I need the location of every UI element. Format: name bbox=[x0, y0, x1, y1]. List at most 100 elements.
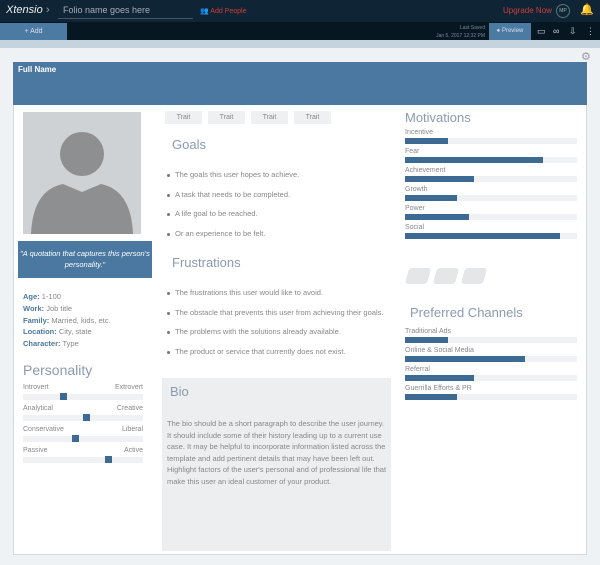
personality-slider[interactable]: Introvert Extrovert bbox=[23, 384, 143, 400]
info-value[interactable]: City, state bbox=[58, 327, 92, 337]
slider-track[interactable] bbox=[23, 435, 143, 442]
toolbar bbox=[0, 22, 600, 40]
bar-label: Guerrilla Efforts & PR bbox=[405, 385, 472, 392]
settings-icon[interactable]: ⚙ bbox=[581, 51, 591, 63]
slider-handle[interactable] bbox=[71, 435, 79, 442]
bell-icon[interactable]: 🔔 bbox=[580, 4, 594, 16]
more-icon[interactable]: ⋮ bbox=[586, 26, 595, 36]
list-item[interactable]: Or an experience to be felt. bbox=[165, 229, 390, 239]
info-value[interactable]: Married, kids, etc. bbox=[51, 315, 111, 325]
link-icon[interactable]: ∞ bbox=[553, 26, 560, 36]
info-value[interactable]: 1-100 bbox=[41, 292, 61, 301]
bar-fill bbox=[405, 176, 474, 182]
chevron-right-icon: › bbox=[46, 4, 50, 16]
slider-handle[interactable] bbox=[60, 393, 68, 400]
bar-track[interactable] bbox=[405, 375, 577, 381]
bar-label: Online & Social Media bbox=[405, 347, 474, 354]
list-item[interactable]: The frustrations this user would like to… bbox=[165, 288, 390, 298]
list-item[interactable]: The problems with the solutions already … bbox=[165, 327, 390, 337]
bar-fill bbox=[405, 214, 469, 220]
slider-left-label: Analytical bbox=[23, 405, 53, 412]
personality-slider[interactable]: Conservative Liberal bbox=[23, 426, 143, 442]
bar-label: Achievement bbox=[405, 167, 446, 174]
personality-slider[interactable]: Passive Active bbox=[23, 447, 143, 463]
avatar[interactable]: MP bbox=[556, 4, 570, 18]
toolbar-strip bbox=[0, 40, 600, 48]
demographics: Age: 1-100 Work: Job title Family: Married… bbox=[23, 291, 111, 350]
bar-fill bbox=[405, 233, 560, 239]
bar-fill bbox=[405, 195, 457, 201]
bar-fill bbox=[405, 157, 543, 163]
bar-track[interactable] bbox=[405, 138, 577, 144]
slider-labels: Conservative Liberal bbox=[23, 426, 143, 433]
info-row: Work: Job title bbox=[23, 303, 111, 315]
info-value[interactable]: Job title bbox=[46, 303, 73, 313]
bar-item: Growth bbox=[405, 185, 577, 201]
trait-tag[interactable]: Trait bbox=[208, 111, 245, 124]
info-key: Character: bbox=[23, 339, 61, 349]
add-button[interactable]: + Add bbox=[0, 23, 67, 40]
bar-item: Incentive bbox=[405, 128, 577, 144]
slider-left-label: Conservative bbox=[23, 426, 64, 433]
bar-fill bbox=[405, 337, 448, 343]
bar-track[interactable] bbox=[405, 176, 577, 182]
bar-track[interactable] bbox=[405, 157, 577, 163]
bar-track[interactable] bbox=[405, 214, 577, 220]
list-item[interactable]: A task that needs to be completed. bbox=[165, 190, 390, 200]
bar-label: Power bbox=[405, 205, 425, 212]
slider-track[interactable] bbox=[23, 414, 143, 421]
add-people-button[interactable]: 👥 Add People bbox=[200, 7, 246, 15]
upgrade-button[interactable]: Upgrade Now bbox=[503, 6, 552, 15]
folio-name-input[interactable]: Folio name goes here bbox=[58, 5, 193, 19]
header-band bbox=[13, 62, 587, 105]
bar-label: Traditional Ads bbox=[405, 328, 452, 335]
slider-track[interactable] bbox=[23, 393, 143, 400]
slider-handle[interactable] bbox=[105, 456, 113, 463]
comment-icon[interactable]: ▭ bbox=[537, 26, 546, 36]
info-value[interactable]: Type bbox=[62, 339, 79, 349]
bar-track[interactable] bbox=[405, 195, 577, 201]
hand-icon bbox=[404, 268, 432, 284]
slider-track[interactable] bbox=[23, 456, 143, 463]
bar-label: Incentive bbox=[405, 129, 434, 136]
logo[interactable]: Xtensio bbox=[6, 4, 43, 16]
trait-tag[interactable]: Trait bbox=[165, 111, 202, 124]
person-silhouette-icon bbox=[31, 132, 133, 234]
slider-right-label: Extrovert bbox=[114, 384, 143, 391]
motivations-title: Motivations bbox=[405, 110, 471, 125]
bio-text[interactable]: The bio should be a short paragraph to d… bbox=[167, 419, 387, 486]
profile-photo[interactable] bbox=[23, 112, 141, 234]
goals-title: Goals bbox=[172, 137, 206, 152]
slider-left-label: Introvert bbox=[23, 384, 49, 391]
export-icon[interactable]: ⇩ bbox=[569, 26, 577, 36]
trait-tag[interactable]: Trait bbox=[294, 111, 331, 124]
bar-track[interactable] bbox=[405, 356, 577, 362]
full-name[interactable]: Full Name bbox=[18, 65, 57, 74]
add-people-icon: 👥 bbox=[200, 8, 211, 15]
personality-title: Personality bbox=[23, 362, 93, 378]
bar-item: Fear bbox=[405, 147, 577, 163]
list-item[interactable]: The obstacle that prevents this user fro… bbox=[165, 308, 390, 318]
list-item[interactable]: The goals this user hopes to achieve. bbox=[165, 170, 390, 180]
quote[interactable]: "A quotation that captures this person's… bbox=[18, 241, 152, 278]
preview-button[interactable]: ● Preview bbox=[489, 23, 531, 40]
list-item[interactable]: The product or service that currently do… bbox=[165, 347, 390, 357]
list-item[interactable]: A life goal to be reached. bbox=[165, 209, 390, 219]
bio-section bbox=[162, 378, 391, 551]
bar-item: Power bbox=[405, 204, 577, 220]
bar-fill bbox=[405, 138, 448, 144]
preview-label: Preview bbox=[501, 28, 524, 34]
hand-icon bbox=[460, 268, 488, 284]
slider-handle[interactable] bbox=[82, 414, 90, 421]
personality-slider[interactable]: Analytical Creative bbox=[23, 405, 143, 421]
bar-track[interactable] bbox=[405, 394, 577, 400]
trait-tag[interactable]: Trait bbox=[251, 111, 288, 124]
last-saved: Last Saved Jan 5, 2017 12:32 PM bbox=[400, 24, 485, 40]
bar-fill bbox=[405, 375, 474, 381]
bar-fill bbox=[405, 394, 457, 400]
frustrations-title: Frustrations bbox=[172, 255, 241, 270]
bar-track[interactable] bbox=[405, 337, 577, 343]
slider-labels: Analytical Creative bbox=[23, 405, 143, 412]
add-people-label: Add People bbox=[210, 8, 247, 15]
bar-track[interactable] bbox=[405, 233, 577, 239]
